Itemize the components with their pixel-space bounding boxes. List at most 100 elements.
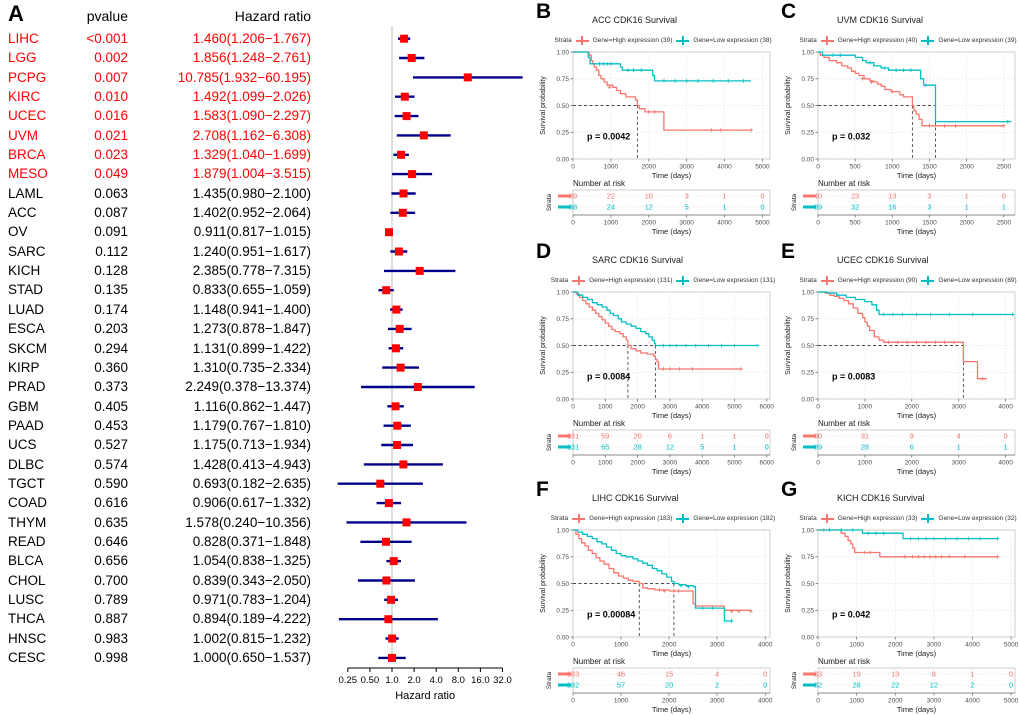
legend-high-label: Gene=High expression (39) — [592, 37, 673, 44]
km-low-curve — [573, 291, 758, 347]
svg-text:4: 4 — [715, 670, 719, 679]
risk-x-tick-label: 1000 — [614, 698, 629, 705]
cancer-label: STAD — [8, 282, 44, 298]
km-y-tick-label: 1.00 — [801, 289, 814, 296]
cancer-label: HNSC — [8, 630, 47, 646]
km-low-censor-marks — [661, 343, 759, 348]
risk-table-title: Number at risk — [573, 419, 626, 428]
forest-row-HNSC: HNSC 0.983 1.002(0.815−1.232) — [0, 629, 311, 648]
hazard-ratio-ci-value: 0.828(0.371−1.848) — [192, 533, 311, 549]
risk-x-axis-title: Time (days) — [652, 705, 692, 714]
svg-text:5: 5 — [700, 443, 704, 452]
km-high-curve — [818, 291, 987, 380]
km-high-curve — [818, 51, 1004, 127]
km-x-tick-label: 3000 — [663, 404, 678, 411]
cancer-label: GBM — [8, 398, 39, 414]
legend-censor-marker-icon — [921, 276, 935, 285]
hazard-ratio-ci-value: 0.839(0.343−2.050) — [192, 572, 311, 588]
cancer-label: LUAD — [8, 301, 45, 317]
cancer-label: SARC — [8, 243, 46, 259]
risk-strata-marker-high — [558, 194, 571, 198]
risk-x-tick-label: 0 — [816, 220, 820, 227]
risk-x-axis-title: Time (days) — [652, 467, 692, 476]
km-y-tick-label: 1.00 — [556, 49, 569, 56]
hr-square-DLBC — [399, 460, 408, 469]
hr-square-COAD — [384, 499, 393, 508]
svg-text:0: 0 — [765, 443, 769, 452]
km-chart-D: 0.000.250.500.751.000 1000 2000 3000 4000 500… — [540, 289, 774, 476]
svg-text:0: 0 — [1009, 670, 1013, 679]
panel-letter: G — [781, 478, 798, 501]
forest-table: LIHC <0.001 1.460(1.206−1.767) LGG 0.002 1.85… — [0, 29, 311, 667]
risk-x-tick-label: 1000 — [604, 220, 619, 227]
svg-text:22: 22 — [891, 681, 899, 690]
legend-low-label: Gene=Low expression (38) — [693, 37, 772, 44]
risk-strata-axis-label: Strata — [791, 671, 798, 689]
hr-square-LGG — [407, 54, 416, 62]
legend-censor-marker-icon — [572, 276, 586, 285]
pvalue-value: 0.002 — [94, 50, 128, 66]
svg-text:0: 0 — [765, 432, 769, 441]
km-x-tick-label: 0 — [571, 642, 575, 649]
legend-censor-marker-icon — [820, 36, 834, 45]
risk-counts-low: 89 28 6 1 1 — [814, 443, 1008, 452]
km-chart-F: 0.000.250.500.751.000 1000 2000 3000 4000Tim… — [540, 527, 773, 714]
legend-low-label: Gene=Low expression (32) — [938, 515, 1017, 522]
panel-letter: F — [536, 478, 549, 501]
risk-x-tick-label: 2000 — [888, 698, 903, 705]
svg-text:39: 39 — [814, 203, 822, 212]
svg-text:8: 8 — [932, 670, 936, 679]
legend-high-label: Gene=High expression (131) — [589, 277, 673, 284]
pvalue-value: 0.616 — [94, 495, 128, 511]
km-x-tick-label: 2000 — [959, 164, 974, 171]
forest-row-THCA: THCA 0.887 0.894(0.189−4.222) — [0, 609, 311, 628]
hazard-ratio-ci-value: 1.310(0.735−2.334) — [192, 359, 311, 375]
svg-text:28: 28 — [861, 443, 869, 452]
hr-square-CESC — [388, 653, 396, 662]
svg-text:32: 32 — [851, 203, 859, 212]
pvalue-value: 0.360 — [94, 359, 128, 375]
pvalue-value: 0.998 — [94, 650, 128, 665]
forest-row-PRAD: PRAD 0.373 2.249(0.378−13.374) — [0, 377, 311, 396]
km-x-tick-label: 3000 — [951, 404, 966, 411]
legend-high-label: Gene=High expression (183) — [589, 515, 673, 522]
km-panel-G: G KICH CDK16 Survival Strata Gene=High expr… — [775, 478, 1020, 715]
panel-a-forest: A pvalue Hazard ratio LIHC <0.001 1.460(1.… — [0, 1, 523, 702]
svg-text:183: 183 — [567, 670, 580, 679]
risk-strata-axis-label: Strata — [546, 193, 553, 211]
forest-row-STAD: STAD 0.135 0.833(0.655−1.059) — [0, 280, 311, 299]
cancer-label: MESO — [8, 166, 48, 182]
hazard-ratio-ci-value: 1.492(1.099−2.026) — [192, 89, 311, 105]
km-x-axis-title: Time (days) — [897, 411, 937, 420]
km-y-tick-label: 1.00 — [556, 289, 569, 296]
svg-text:24: 24 — [607, 203, 615, 212]
svg-text:3: 3 — [685, 192, 689, 201]
hr-square-TGCT — [376, 479, 385, 488]
km-y-tick-label: 0.00 — [801, 156, 814, 163]
svg-text:20: 20 — [665, 681, 673, 690]
svg-text:40: 40 — [814, 192, 822, 201]
pvalue-value: 0.021 — [94, 127, 128, 143]
cancer-label: COAD — [8, 495, 48, 511]
svg-text:1: 1 — [732, 432, 736, 441]
risk-x-axis-title: Time (days) — [897, 467, 937, 476]
cancer-label: KIRC — [8, 89, 41, 105]
cancer-label: THYM — [8, 514, 47, 530]
hazard-ratio-ci-value: 1.273(0.878−1.847) — [192, 321, 311, 337]
svg-text:1: 1 — [700, 432, 704, 441]
km-panel-C: C UVM CDK16 Survival Strata Gene=High expre… — [775, 0, 1020, 237]
forest-row-BLCA: BLCA 0.656 1.054(0.838−1.325) — [0, 551, 311, 570]
legend-censor-marker-icon — [572, 514, 586, 523]
km-x-tick-label: 3000 — [679, 164, 694, 171]
svg-text:0: 0 — [760, 192, 764, 201]
risk-strata-axis-label: Strata — [546, 433, 553, 451]
svg-text:1: 1 — [965, 192, 969, 201]
km-low-curve — [818, 291, 1013, 316]
pvalue-value: 0.590 — [94, 475, 128, 491]
svg-text:16: 16 — [888, 203, 896, 212]
km-y-tick-label: 0.25 — [801, 608, 814, 615]
hr-square-UCEC — [402, 112, 411, 121]
km-x-tick-label: 4000 — [695, 404, 710, 411]
risk-strata-marker-high — [803, 194, 816, 198]
risk-table-title: Number at risk — [818, 419, 871, 428]
